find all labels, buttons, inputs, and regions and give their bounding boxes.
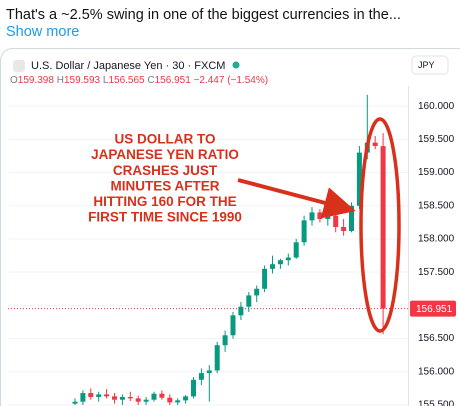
candle-body [198,373,204,380]
candle-body [104,394,110,397]
candle-body [372,142,378,146]
o-value: 159.398 [18,75,55,86]
candles [72,94,386,406]
chart-title: U.S. Dollar / Japanese Yen · 30 · FXCM [31,60,225,72]
candle-body [333,215,339,228]
symbol-logo [13,60,25,72]
annotation-line: MINUTES AFTER [111,178,220,193]
candle-body [356,152,362,206]
candle-body [285,257,291,261]
annotation-line: FIRST TIME SINCE 1990 [88,210,242,225]
y-tick-label: 159.000 [418,167,455,178]
annotation-line: JAPANESE YEN RATIO [91,147,239,162]
candle-body [262,268,268,289]
candle-body [293,242,299,258]
candle-body [119,397,125,400]
candle-body [254,288,260,296]
change: −2.447 (−1.54%) [194,75,269,86]
c-label: C [147,75,154,86]
show-more[interactable]: Show more [6,24,79,40]
candle-body [325,215,331,220]
candle-body [230,315,236,336]
candle-body [309,212,315,221]
candle-body [167,397,173,403]
last-price-box [410,300,456,317]
h-label: H [57,75,64,86]
candle-body [191,379,196,397]
chart-card [0,48,460,406]
annotation-arrow [237,178,356,219]
candle-body [80,393,86,402]
o-label: O [10,75,18,86]
candle-body [317,212,323,220]
candle-body [238,306,244,316]
candle-body [206,370,212,374]
grid [8,105,408,406]
candle-body [301,220,307,243]
currency-label: JPY [418,60,435,70]
candle-body [380,146,386,309]
candle-body [72,401,78,404]
candle-body [135,398,141,402]
price-axis: 155.500156.000156.500157.000157.500158.0… [410,101,456,406]
h-value: 159.593 [64,75,101,86]
ohlc-header: O159.398 H159.593 L156.565 C156.951 −2.4… [10,75,268,86]
candle-body [277,260,283,265]
l-label: L [103,75,109,86]
candle-body [96,394,102,398]
y-tick-label: 156.500 [418,333,455,344]
y-tick-label: 157.500 [418,267,455,278]
y-tick-label: 155.500 [418,400,455,406]
l-value: 156.565 [108,75,145,86]
annotation-line: HITTING 160 FOR THE [93,194,236,209]
candle-body [222,335,228,346]
candle-body [349,205,354,231]
y-tick-label: 158.500 [418,200,455,211]
last-price-label: 156.951 [416,304,453,315]
y-tick-label: 159.500 [418,134,455,145]
candle-body [175,400,181,403]
annotation-line: US DOLLAR TO [115,132,216,147]
candle-body [341,227,347,231]
candle-body [159,393,165,398]
annotation-line: CRASHES JUST [113,163,218,178]
candle-body [246,295,252,307]
candle-body [151,393,157,400]
candle-body [88,393,94,398]
currency-dropdown[interactable] [411,55,449,75]
candle-body [214,345,220,371]
candle-body [270,264,275,269]
y-tick-label: 160.000 [418,101,455,112]
status-dot [232,61,240,69]
highlight-ellipse [359,117,401,333]
candle-body [127,397,133,399]
candle-body [143,399,149,402]
c-value: 156.951 [155,75,192,86]
y-tick-label: 158.000 [418,234,455,245]
candle-body [112,396,117,400]
candle-body [183,396,189,401]
y-tick-label: 156.000 [418,366,455,377]
tweet-text: That's a ~2.5% swing in one of the bigge… [6,7,401,23]
